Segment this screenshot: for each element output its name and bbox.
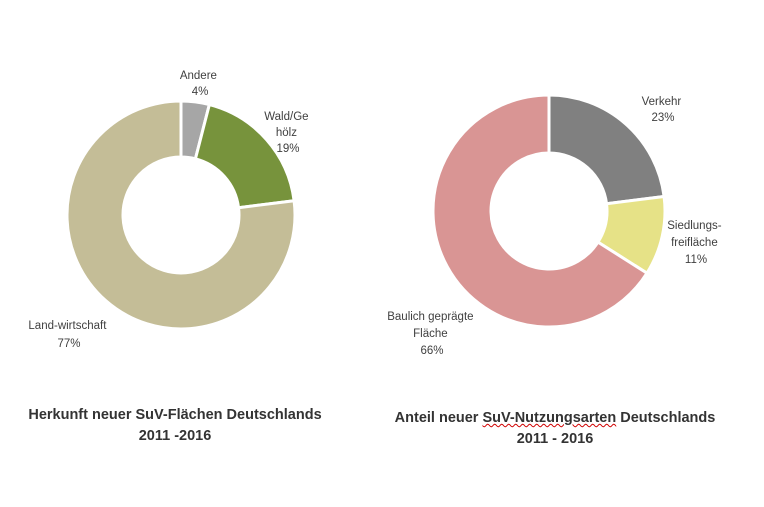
chart-title-nutzungsarten: Anteil neuer SuV-Nutzungsarten Deutschla… bbox=[370, 408, 740, 450]
spellcheck-word: SuV-Nutzungsarten bbox=[482, 410, 617, 426]
slice-wald bbox=[193, 103, 296, 210]
donut-chart-herkunft bbox=[65, 99, 297, 331]
slice-verkehr bbox=[547, 93, 666, 206]
label-siedlungsfreiflaeche: Siedlungs- freifläche 11% bbox=[667, 220, 725, 266]
chart-title-nutzungsarten-line-1: Anteil neuer SuV-Nutzungsarten Deutschla… bbox=[394, 410, 716, 426]
chart-title-nutzungsarten-line-2: 2011 - 2016 bbox=[516, 431, 594, 447]
donut-chart-nutzungsarten bbox=[431, 93, 667, 329]
chart-title-herkunft: Herkunft neuer SuV-Flächen Deutschlands … bbox=[0, 405, 350, 447]
chart-title-herkunft-line-1: Herkunft neuer SuV-Flächen Deutschlands bbox=[28, 407, 322, 423]
label-landwirtschaft: Land-wirtschaft 77% bbox=[28, 320, 109, 350]
chart-title-herkunft-line-2: 2011 -2016 bbox=[138, 428, 212, 444]
label-baulich-gepraegte-flaeche: Baulich geprägte Fläche 66% bbox=[387, 311, 477, 357]
label-andere: Andere 4% bbox=[180, 70, 220, 98]
label-wald-gehoelz: Wald/Ge hölz 19% bbox=[264, 111, 312, 155]
slice-landwirtschaft bbox=[65, 99, 297, 331]
slice-baulich bbox=[431, 93, 649, 329]
label-verkehr: Verkehr 23% bbox=[642, 96, 685, 124]
